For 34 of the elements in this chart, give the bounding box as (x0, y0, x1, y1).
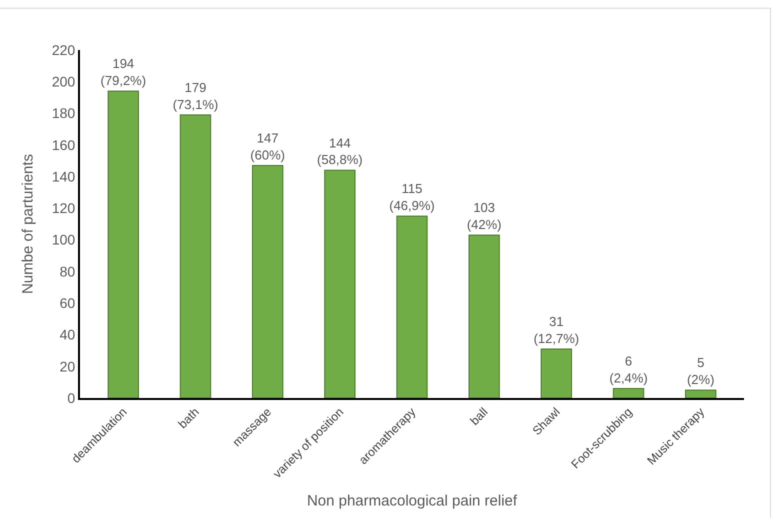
bar (108, 90, 139, 398)
data-label: 147 (60%) (250, 130, 285, 162)
data-label: 31 (12,7%) (534, 314, 580, 346)
y-axis-title: Numbe of parturients (20, 154, 37, 294)
bar (612, 388, 644, 398)
y-tick-label: 160 (52, 136, 76, 153)
bar (396, 216, 428, 398)
data-label: 5 (2%) (686, 355, 714, 388)
data-label: 179 (73,1%) (172, 80, 218, 112)
bar (252, 164, 284, 398)
y-tick-label: 0 (67, 390, 76, 406)
y-tick-label: 80 (60, 263, 76, 280)
y-tick-label: 220 (52, 42, 76, 58)
y-tick-label: 120 (52, 200, 76, 216)
data-label: 115 (46,9%) (389, 181, 435, 214)
y-tick-label: 100 (52, 232, 76, 248)
x-tick-label: ball (467, 404, 491, 428)
data-label: 103 (42%) (466, 200, 502, 232)
bar (324, 170, 356, 398)
data-label: 6 (2,4%) (609, 354, 648, 386)
y-tick-label: 200 (52, 74, 76, 90)
x-tick-label: bath (175, 404, 202, 432)
y-tick-label: 60 (60, 294, 76, 311)
data-label: 194 (79,2%) (100, 56, 146, 88)
bar (180, 114, 212, 398)
y-tick-label: 140 (52, 168, 76, 184)
bar (685, 390, 716, 398)
x-axis-title: Non pharmacological pain relief (306, 492, 518, 510)
data-label: 144 (58,8%) (317, 135, 363, 168)
bar (540, 348, 572, 398)
y-tick-label: 40 (60, 326, 76, 343)
y-tick-label: 20 (60, 358, 76, 374)
bar (468, 234, 500, 398)
y-tick-label: 180 (52, 105, 76, 122)
